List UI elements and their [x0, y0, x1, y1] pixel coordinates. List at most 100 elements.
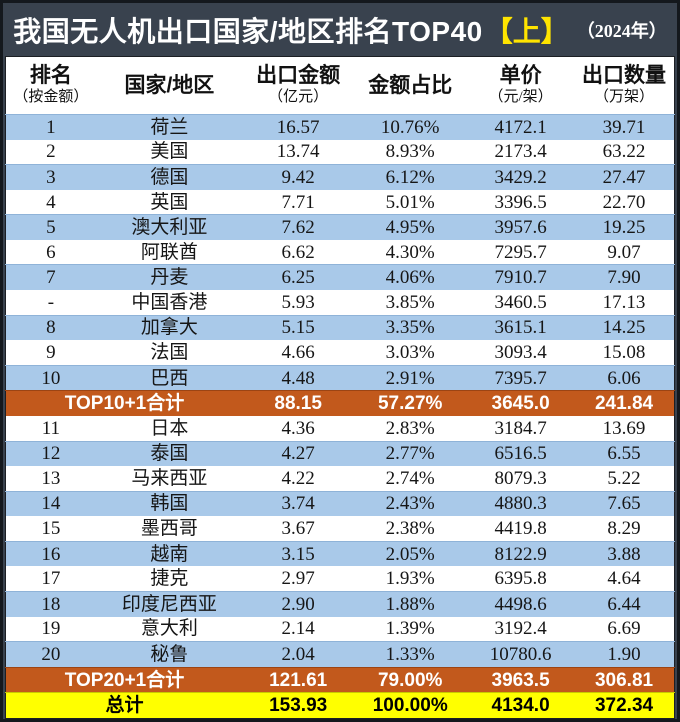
qty-cell: 7.65: [574, 490, 675, 517]
rank-cell: 2: [5, 139, 96, 165]
table-row: 10 巴西 4.48 2.91% 7395.7 6.06: [5, 364, 675, 391]
amount-cell: 2.90: [242, 590, 354, 617]
rank-cell: 5: [5, 214, 96, 240]
country-cell: 澳大利亚: [95, 214, 243, 240]
amount-cell: 9.42: [242, 164, 354, 190]
country-cell: 泰国: [95, 440, 243, 467]
country-cell: 巴西: [95, 364, 243, 391]
total-row: 总计 153.93 100.00% 4134.0 372.34: [5, 692, 675, 719]
country-cell: 中国香港: [95, 290, 243, 316]
title-part-badge: 【上】: [484, 15, 569, 47]
col-header-country-label: 国家/地区: [124, 73, 215, 97]
price-cell: 8122.9: [467, 540, 575, 567]
col-header-rank-label: 排名: [29, 64, 72, 87]
amount-cell: 5.15: [242, 314, 354, 341]
share-cell: 4.95%: [353, 214, 468, 240]
rank-cell: 3: [5, 164, 96, 190]
qty-cell: 1.90: [574, 641, 675, 668]
price-cell: 10780.6: [467, 641, 575, 668]
table-row: 9 法国 4.66 3.03% 3093.4 15.08: [5, 340, 675, 366]
amount-cell: 6.62: [242, 239, 354, 265]
price-cell: 3093.4: [467, 340, 575, 366]
table-row: 3 德国 9.42 6.12% 3429.2 27.47: [5, 164, 675, 190]
qty-cell: 5.22: [574, 466, 675, 492]
page-title: 我国无人机出口国家/地区排名TOP40: [13, 15, 483, 47]
share-cell: 1.93%: [353, 566, 468, 592]
share-cell: 1.88%: [353, 590, 468, 617]
amount-cell: 2.04: [242, 641, 354, 668]
country-cell: 法国: [95, 340, 243, 366]
col-header-amount-sub: （亿元）: [268, 89, 329, 105]
table-row: 11 日本 4.36 2.83% 3184.7 13.69: [5, 415, 675, 442]
qty-cell: 14.25: [574, 314, 675, 341]
price-cell: 3192.4: [467, 616, 575, 642]
col-header-qty-label: 出口数量: [582, 64, 667, 87]
col-header-amount: 出口金额 （亿元）: [242, 56, 354, 115]
amount-cell: 16.57: [242, 113, 354, 140]
rank-cell: 16: [5, 540, 96, 567]
share-cell: 6.12%: [353, 164, 468, 190]
table-row: 16 越南 3.15 2.05% 8122.9 3.88: [5, 540, 675, 567]
col-header-amount-label: 出口金额: [256, 64, 341, 87]
table-row: 13 马来西亚 4.22 2.74% 8079.3 5.22: [5, 466, 675, 492]
country-cell: 马来西亚: [95, 466, 243, 492]
qty-cell: 9.07: [574, 239, 675, 265]
table-row: 6 阿联酋 6.62 4.30% 7295.7 9.07: [5, 239, 675, 265]
rank-cell: 9: [5, 340, 96, 366]
qty-cell: 63.22: [574, 139, 675, 165]
col-header-share-label: 金额占比: [368, 73, 453, 97]
rank-cell: 8: [5, 314, 96, 341]
table-row: 7 丹麦 6.25 4.06% 7910.7 7.90: [5, 264, 675, 291]
country-cell: 印度尼西亚: [95, 590, 243, 617]
price-cell: 4498.6: [467, 590, 575, 617]
price-cell: 4880.3: [467, 490, 575, 517]
share-cell: 4.06%: [353, 264, 468, 291]
rank-cell: 1: [5, 113, 96, 140]
qty-cell: 4.64: [574, 566, 675, 592]
share-cell: 5.01%: [353, 189, 468, 215]
price-cell: 3460.5: [467, 290, 575, 316]
rank-cell: 6: [5, 239, 96, 265]
price-cell: 3184.7: [467, 415, 575, 442]
col-header-price-sub: （元/架）: [488, 89, 553, 105]
table-row: 12 泰国 4.27 2.77% 6516.5 6.55: [5, 440, 675, 467]
table-row: 2 美国 13.74 8.93% 2173.4 63.22: [5, 139, 675, 165]
table-row: 14 韩国 3.74 2.43% 4880.3 7.65: [5, 490, 675, 517]
price-cell: 7395.7: [467, 364, 575, 391]
amount-cell: 4.22: [242, 466, 354, 492]
amount-cell: 121.61: [242, 666, 354, 693]
table-row: 8 加拿大 5.15 3.35% 3615.1 14.25: [5, 314, 675, 341]
price-cell: 6395.8: [467, 566, 575, 592]
qty-cell: 22.70: [574, 189, 675, 215]
share-cell: 2.38%: [353, 516, 468, 542]
country-cell: 秘鲁: [95, 641, 243, 668]
amount-cell: 3.15: [242, 540, 354, 567]
price-cell: 3957.6: [467, 214, 575, 240]
amount-cell: 5.93: [242, 290, 354, 316]
col-header-qty-sub: （万架）: [594, 89, 655, 105]
share-cell: 3.85%: [353, 290, 468, 316]
qty-cell: 6.55: [574, 440, 675, 467]
qty-cell: 306.81: [574, 666, 675, 693]
country-cell: 意大利: [95, 616, 243, 642]
summary-label-cell: TOP10+1合计: [5, 390, 243, 416]
qty-cell: 6.69: [574, 616, 675, 642]
price-cell: 6516.5: [467, 440, 575, 467]
qty-cell: 39.71: [574, 113, 675, 140]
rank-cell: 17: [5, 566, 96, 592]
amount-cell: 153.93: [242, 692, 354, 719]
amount-cell: 88.15: [242, 390, 354, 416]
summary-label-cell: 总计: [5, 692, 243, 719]
price-cell: 4134.0: [467, 692, 575, 719]
amount-cell: 3.74: [242, 490, 354, 517]
country-cell: 德国: [95, 164, 243, 190]
rank-cell: 10: [5, 364, 96, 391]
amount-cell: 3.67: [242, 516, 354, 542]
share-cell: 2.43%: [353, 490, 468, 517]
price-cell: 3963.5: [467, 666, 575, 693]
share-cell: 10.76%: [353, 113, 468, 140]
qty-cell: 13.69: [574, 415, 675, 442]
country-cell: 越南: [95, 540, 243, 567]
share-cell: 79.00%: [353, 666, 468, 693]
